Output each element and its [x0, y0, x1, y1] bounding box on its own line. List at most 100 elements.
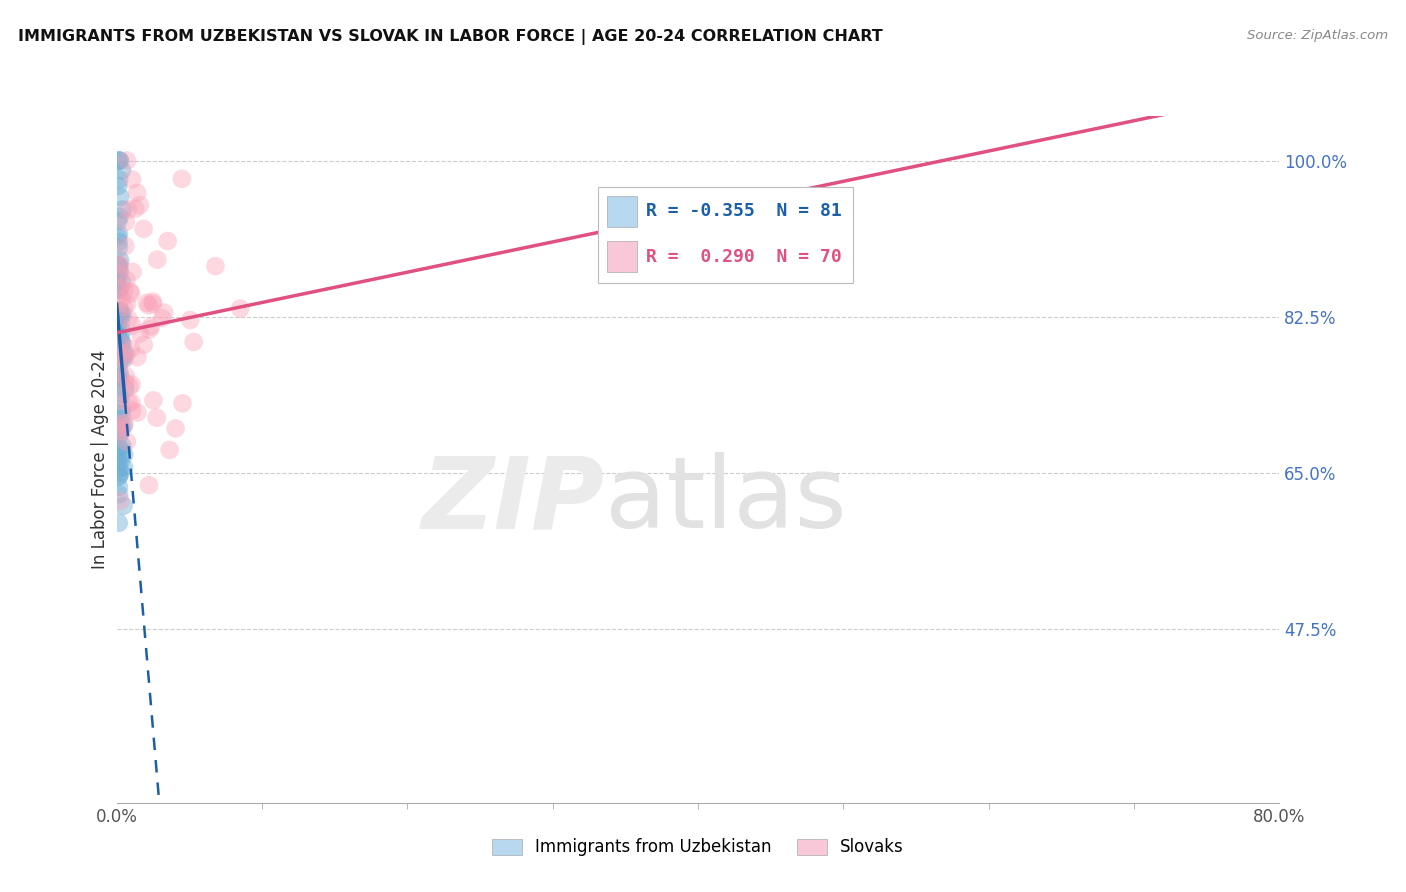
Point	[108, 257, 131, 271]
Point	[105, 318, 128, 332]
Point	[108, 455, 131, 469]
Point	[129, 326, 152, 341]
Point	[114, 376, 136, 390]
Point	[110, 310, 132, 324]
Text: ZIP: ZIP	[422, 452, 605, 549]
Legend: Immigrants from Uzbekistan, Slovaks: Immigrants from Uzbekistan, Slovaks	[485, 832, 911, 863]
Point	[145, 410, 167, 425]
Point	[150, 311, 173, 326]
Point	[114, 352, 136, 367]
Point	[108, 487, 131, 501]
Point	[107, 297, 129, 311]
Point	[108, 480, 131, 494]
Point	[108, 190, 131, 204]
Point	[107, 372, 129, 386]
Point	[110, 442, 132, 457]
Point	[108, 468, 131, 483]
Point	[108, 153, 131, 168]
Point	[170, 172, 193, 186]
Point	[108, 372, 131, 386]
Point	[111, 202, 134, 217]
Point	[108, 172, 131, 186]
Point	[172, 396, 194, 410]
Point	[129, 198, 152, 212]
Point	[107, 441, 129, 455]
Point	[107, 280, 129, 294]
Point	[139, 319, 162, 334]
Point	[105, 281, 128, 295]
Point	[135, 296, 157, 310]
Point	[108, 461, 131, 475]
Point	[110, 402, 132, 417]
Point	[107, 214, 129, 228]
Point	[132, 338, 155, 352]
Point	[120, 286, 142, 301]
Point	[114, 283, 136, 297]
Point	[108, 366, 131, 380]
Point	[107, 385, 129, 400]
Point	[112, 416, 135, 430]
Point	[114, 382, 136, 396]
Point	[110, 494, 132, 508]
Point	[110, 336, 132, 351]
Point	[110, 314, 132, 328]
Point	[107, 259, 129, 273]
Point	[108, 227, 131, 241]
Point	[107, 346, 129, 360]
Point	[121, 172, 143, 186]
Point	[165, 421, 187, 435]
Point	[111, 274, 134, 288]
Point	[142, 294, 165, 309]
Point	[108, 303, 131, 318]
Point	[107, 311, 129, 326]
Text: Source: ZipAtlas.com: Source: ZipAtlas.com	[1247, 29, 1388, 42]
Point	[115, 434, 138, 449]
Point	[105, 323, 128, 337]
Point	[115, 369, 138, 384]
Point	[156, 234, 179, 248]
Point	[120, 342, 142, 356]
Point	[111, 445, 134, 459]
Point	[112, 300, 135, 314]
Point	[107, 407, 129, 421]
Point	[110, 335, 132, 350]
Point	[121, 403, 143, 417]
Point	[127, 406, 149, 420]
Point	[108, 428, 131, 442]
Point	[229, 301, 252, 316]
Point	[115, 153, 138, 168]
Point	[107, 516, 129, 530]
Point	[107, 317, 129, 331]
Point	[108, 153, 131, 168]
Point	[105, 334, 128, 349]
Point	[107, 269, 129, 284]
Point	[110, 417, 132, 432]
Point	[111, 439, 134, 453]
Point	[121, 377, 143, 392]
Text: IMMIGRANTS FROM UZBEKISTAN VS SLOVAK IN LABOR FORCE | AGE 20-24 CORRELATION CHAR: IMMIGRANTS FROM UZBEKISTAN VS SLOVAK IN …	[18, 29, 883, 45]
Point	[107, 235, 129, 249]
Point	[132, 222, 155, 236]
Point	[107, 282, 129, 296]
Point	[117, 395, 139, 409]
Text: atlas: atlas	[605, 452, 846, 549]
Point	[105, 276, 128, 290]
Point	[117, 202, 139, 217]
Point	[105, 307, 128, 321]
Point	[142, 297, 165, 311]
Point	[204, 259, 226, 273]
Point	[112, 460, 135, 475]
Point	[105, 283, 128, 297]
Point	[183, 334, 205, 349]
Point	[138, 478, 160, 492]
Point	[110, 465, 132, 479]
Point	[110, 308, 132, 322]
Point	[121, 395, 143, 409]
Point	[110, 332, 132, 346]
Point	[112, 448, 135, 462]
Point	[110, 292, 132, 306]
Point	[115, 297, 138, 311]
Point	[127, 350, 149, 364]
Point	[107, 455, 129, 469]
Point	[108, 283, 131, 297]
